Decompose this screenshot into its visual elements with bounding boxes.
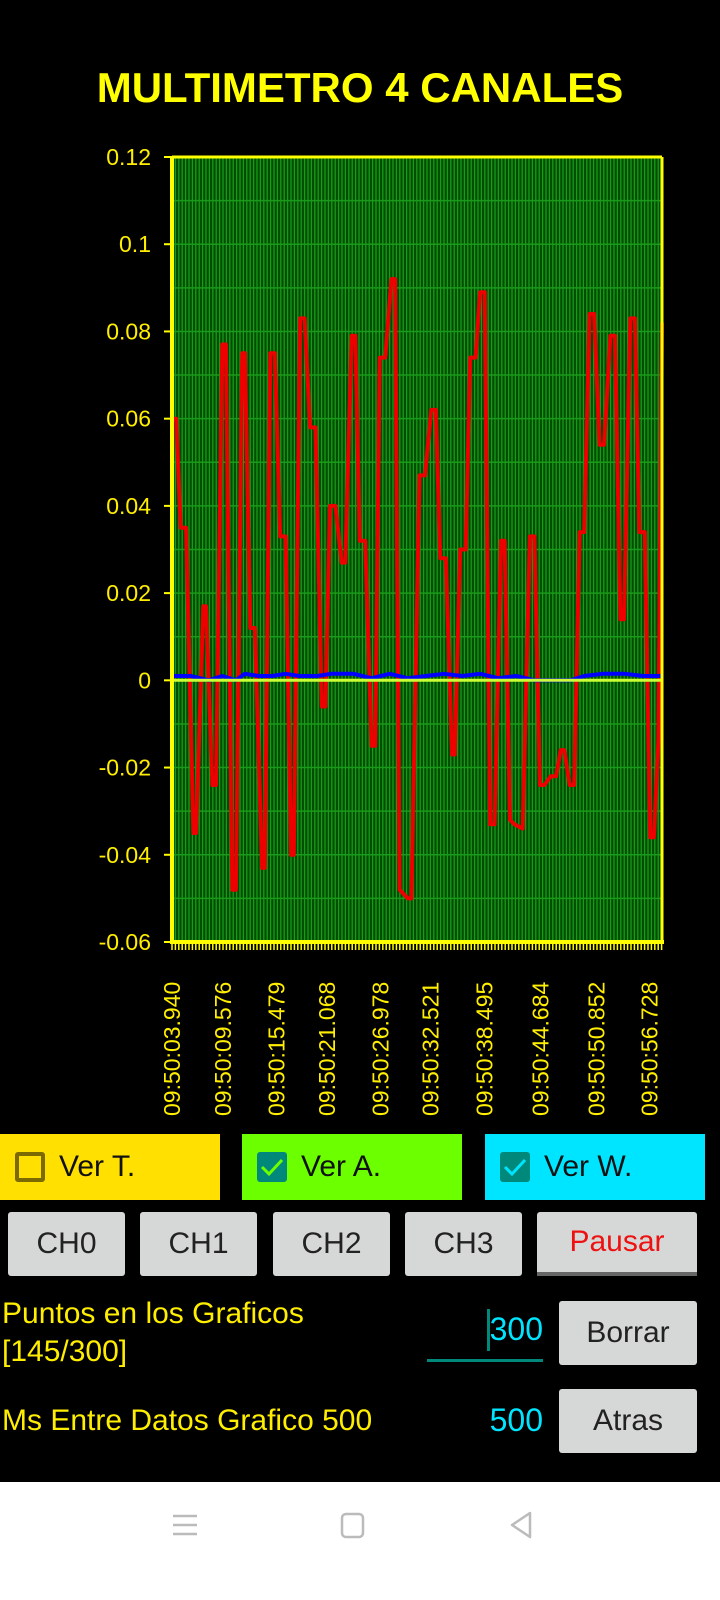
y-tick-label: -0.02	[99, 755, 151, 781]
back-button[interactable]: Atras	[559, 1389, 697, 1453]
checkmark-icon	[257, 1152, 287, 1182]
points-label-text: Puntos en los Graficos	[2, 1297, 304, 1330]
x-tick-label: 09:50:50.852	[583, 982, 609, 1116]
chart: 0.12 0.1 0.08 0.06 0.04 0.02 0 -0.02 -0.04 -0.06 0…	[99, 144, 664, 1116]
page-title: MULTIMETRO 4 CANALES	[96, 64, 624, 111]
y-tick-label: 0	[138, 667, 151, 693]
ch2-button[interactable]: CH2	[273, 1212, 390, 1276]
checkbox-label: Ver A.	[301, 1150, 382, 1183]
ch0-button[interactable]: CH0	[8, 1212, 125, 1276]
y-tick-label: 0.06	[106, 406, 151, 432]
system-nav-bar	[0, 1482, 720, 1600]
series-line-0	[171, 277, 664, 901]
y-tick-label: 0.02	[106, 580, 151, 606]
y-tick-label: 0.12	[106, 144, 151, 170]
menu-icon[interactable]	[172, 1512, 198, 1538]
checkmark-icon	[500, 1152, 530, 1182]
x-tick-label: 09:50:32.521	[418, 982, 444, 1116]
x-tick-label: 09:50:09.576	[210, 982, 236, 1116]
y-tick-label: 0.08	[106, 318, 151, 344]
checkbox-ver-a[interactable]: Ver A.	[242, 1134, 462, 1200]
points-input[interactable]: 300	[427, 1305, 543, 1362]
x-tick-label: 09:50:56.728	[637, 982, 663, 1116]
ch3-button[interactable]: CH3	[405, 1212, 522, 1276]
pause-button[interactable]: Pausar	[537, 1212, 697, 1276]
ms-value[interactable]: 500	[489, 1402, 543, 1438]
y-tick-label: 0.1	[119, 231, 151, 257]
points-label: Puntos en los Graficos [145/300]	[2, 1295, 304, 1371]
ms-label: Ms Entre Datos Grafico 500	[2, 1404, 373, 1437]
home-square-icon[interactable]	[340, 1512, 366, 1540]
y-tick-label: -0.04	[99, 842, 152, 868]
x-tick-label: 09:50:38.495	[472, 982, 498, 1116]
y-tick-label: -0.06	[99, 929, 151, 955]
y-tick-label: 0.04	[106, 493, 151, 519]
clear-button[interactable]: Borrar	[559, 1301, 697, 1365]
checkbox-label: Ver T.	[59, 1150, 136, 1183]
checkbox-label: Ver W.	[544, 1150, 633, 1183]
points-input-value: 300	[489, 1311, 543, 1347]
x-tick-label: 09:50:15.479	[263, 982, 289, 1116]
x-tick-label: 09:50:44.684	[528, 981, 554, 1116]
x-tick-label: 09:50:03.940	[159, 982, 185, 1116]
points-count: [145/300]	[2, 1335, 128, 1368]
checkbox-ver-t[interactable]: Ver T.	[0, 1134, 220, 1200]
ch1-button[interactable]: CH1	[140, 1212, 257, 1276]
x-tick-label: 09:50:21.068	[314, 982, 340, 1116]
checkbox-ver-w[interactable]: Ver W.	[485, 1134, 705, 1200]
back-triangle-icon[interactable]	[508, 1510, 534, 1540]
text-cursor	[487, 1309, 490, 1351]
checkbox-unchecked-icon	[15, 1152, 45, 1182]
x-tick-label: 09:50:26.978	[367, 982, 393, 1116]
